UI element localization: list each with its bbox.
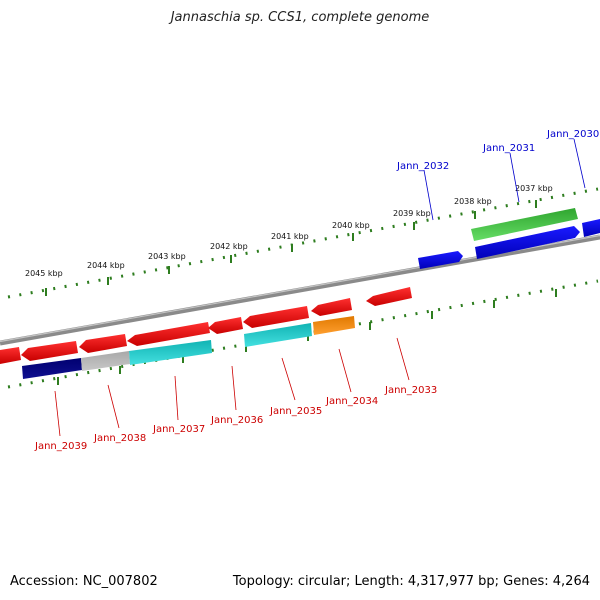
gene-arrow-reverse[interactable] (21, 341, 78, 361)
gene-block-jann-2039[interactable] (22, 358, 82, 379)
kbp-label: 2037 kbp (515, 184, 553, 193)
gene-arrow-jann-2036[interactable] (208, 317, 243, 334)
gene-block-jann-2037[interactable] (129, 340, 212, 365)
gene-label-jann-2032[interactable]: Jann_2032 (396, 161, 449, 172)
kbp-label: 2040 kbp (332, 221, 370, 230)
gene-label-jann-2037[interactable]: Jann_2037 (152, 424, 205, 435)
gene-label-jann-2031[interactable]: Jann_2031 (482, 143, 535, 154)
outer-tick-ring (7, 187, 599, 299)
gene-arrow-jann-2032[interactable] (418, 251, 463, 269)
gene-arrow-jann-2037[interactable] (127, 322, 210, 346)
gene-arrow-jann-2035[interactable] (243, 306, 309, 328)
kbp-label: 2042 kbp (210, 242, 248, 251)
kbp-label: 2045 kbp (25, 269, 63, 278)
genome-backbone (0, 234, 600, 346)
gene-arrow-forward[interactable] (475, 226, 580, 259)
gene-arrow-reverse[interactable] (0, 347, 21, 364)
kbp-label: 2038 kbp (454, 197, 492, 206)
kbp-label: 2041 kbp (271, 232, 309, 241)
gene-label-jann-2036[interactable]: Jann_2036 (210, 415, 263, 426)
gene-label-jann-2034[interactable]: Jann_2034 (325, 396, 378, 407)
gene-arrow-jann-2033[interactable] (366, 287, 412, 306)
gene-label-jann-2033[interactable]: Jann_2033 (384, 385, 437, 396)
topology-summary: Topology: circular; Length: 4,317,977 bp… (232, 574, 590, 589)
gene-label-jann-2030[interactable]: Jann_2030 (546, 129, 599, 140)
gene-arrow-jann-2034[interactable] (311, 298, 352, 316)
accession-text: Accession: NC_007802 (10, 574, 158, 589)
kbp-label: 2039 kbp (393, 209, 431, 218)
gene-arrow-jann-2030[interactable] (582, 219, 600, 237)
gene-label-jann-2035[interactable]: Jann_2035 (269, 406, 322, 417)
gene-label-jann-2039[interactable]: Jann_2039 (34, 441, 87, 452)
gene-block-jann-2034[interactable] (313, 316, 355, 335)
gene-block-jann-2038[interactable] (81, 351, 130, 371)
gene-arrow-jann-2031[interactable] (471, 208, 578, 241)
kbp-label: 2044 kbp (87, 261, 125, 270)
gene-block-jann-2035[interactable] (244, 323, 312, 347)
kbp-label: 2043 kbp (148, 252, 186, 261)
gene-arrow-reverse[interactable] (79, 334, 127, 353)
gene-label-jann-2038[interactable]: Jann_2038 (93, 433, 146, 444)
map-title: Jannaschia sp. CCS1, complete genome (170, 10, 430, 25)
